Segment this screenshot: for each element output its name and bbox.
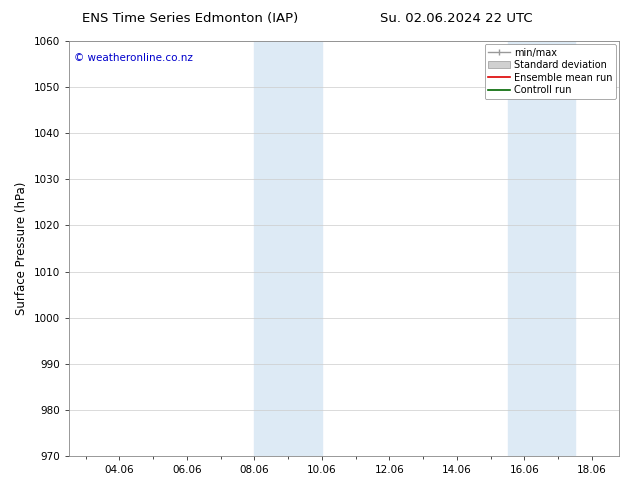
Legend: min/max, Standard deviation, Ensemble mean run, Controll run: min/max, Standard deviation, Ensemble me… <box>484 44 616 99</box>
Text: ENS Time Series Edmonton (IAP): ENS Time Series Edmonton (IAP) <box>82 12 299 25</box>
Text: Su. 02.06.2024 22 UTC: Su. 02.06.2024 22 UTC <box>380 12 533 25</box>
Bar <box>508 41 575 456</box>
Text: © weatheronline.co.nz: © weatheronline.co.nz <box>74 53 193 64</box>
Bar <box>254 41 322 456</box>
Y-axis label: Surface Pressure (hPa): Surface Pressure (hPa) <box>15 182 28 315</box>
